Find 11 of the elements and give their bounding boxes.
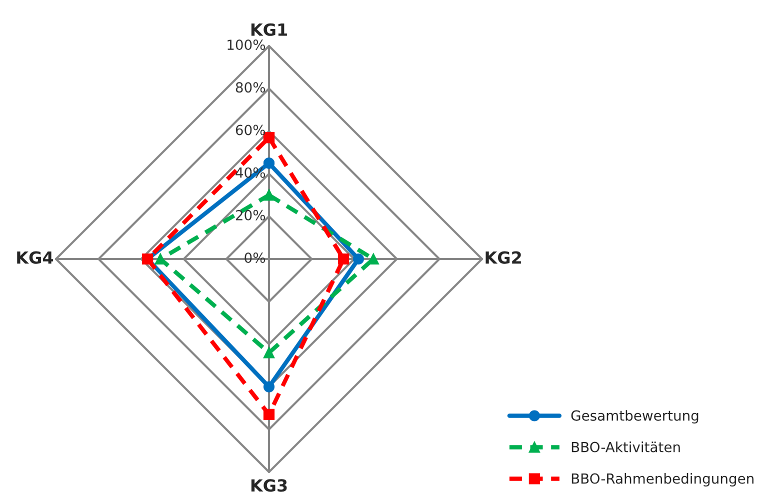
legend-label: BBO-Rahmenbedingungen bbox=[572, 473, 754, 486]
legend-label: Gesamtbewertung bbox=[571, 410, 698, 424]
y-tick-label: 60% bbox=[236, 124, 266, 136]
y-tick-label: 80% bbox=[236, 82, 266, 93]
y-tick-label: 100% bbox=[228, 40, 266, 50]
y-tick-label: 20% bbox=[236, 210, 266, 220]
spoke-label: KG4 bbox=[17, 251, 54, 264]
legend-label: BBO-Aktivitäten bbox=[572, 442, 680, 452]
spoke-label: KG2 bbox=[486, 251, 521, 264]
spoke-label: KG3 bbox=[251, 479, 287, 492]
spoke-label: KG1 bbox=[251, 23, 287, 36]
